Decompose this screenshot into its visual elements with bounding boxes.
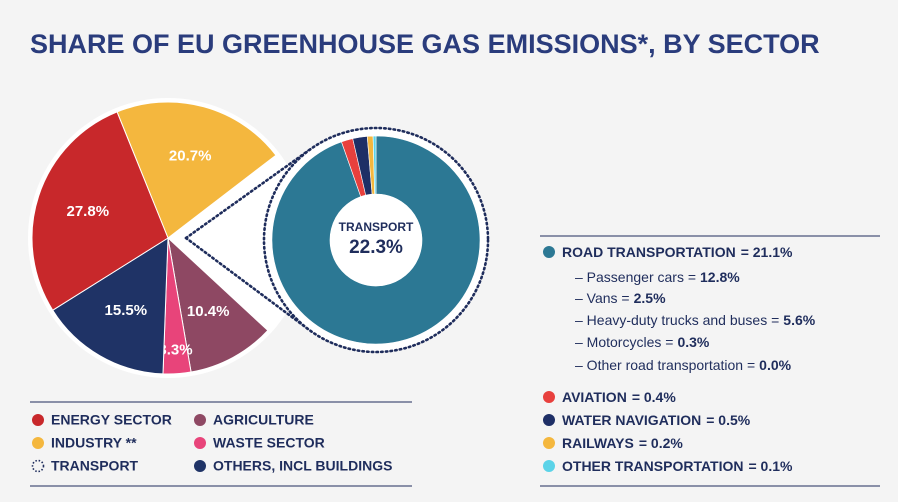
legend-label: AGRICULTURE: [213, 412, 314, 428]
pie-label: 27.8%: [67, 203, 110, 220]
legend-name: AVIATION: [562, 389, 627, 405]
breakdown-name: – Heavy-duty trucks and buses =: [575, 312, 779, 328]
legend-label: ENERGY SECTOR: [51, 412, 172, 428]
legend-label: OTHERS, INCL BUILDINGS: [213, 458, 392, 474]
breakdown-value: 5.6%: [783, 312, 815, 328]
legend-label: WATER NAVIGATION = 0.5%: [562, 412, 751, 428]
legend-name: OTHER TRANSPORTATION: [562, 458, 743, 474]
legend-label: WASTE SECTOR: [213, 435, 325, 451]
legend-label: AVIATION = 0.4%: [562, 389, 676, 405]
legend-name: ROAD TRANSPORTATION: [562, 244, 736, 260]
legend-value: = 0.2%: [639, 435, 684, 451]
connector: [184, 236, 311, 332]
legend-marker: [543, 246, 555, 258]
legend-marker: [543, 460, 555, 472]
pie-slice: [168, 155, 305, 331]
breakdown-item: – Passenger cars = 12.8%: [575, 269, 740, 285]
legend-marker: [32, 414, 44, 426]
legend-marker: [543, 414, 555, 426]
pie-slice: [167, 236, 269, 373]
center-label: TRANSPORT: [339, 220, 414, 234]
legend-value: = 21.1%: [741, 244, 793, 260]
connector: [184, 147, 313, 240]
breakdown-value: 2.5%: [634, 290, 666, 306]
pie-slice: [31, 111, 169, 311]
legend-value: = 0.4%: [632, 389, 677, 405]
breakdown-value: 0.3%: [677, 334, 709, 350]
pie-label: 20.7%: [169, 148, 212, 165]
legend-label: ROAD TRANSPORTATION = 21.1%: [562, 244, 793, 260]
breakdown-name: – Motorcycles =: [575, 334, 673, 350]
breakdown-name: – Vans =: [575, 290, 630, 306]
pie-slice: [116, 101, 277, 239]
breakdown-item: – Vans = 2.5%: [575, 290, 666, 306]
legend-value: = 0.1%: [748, 458, 793, 474]
breakdown-item: – Other road transportation = 0.0%: [575, 357, 792, 373]
legend-name: RAILWAYS: [562, 435, 634, 451]
breakdown-item: – Motorcycles = 0.3%: [575, 334, 710, 350]
legend-label: OTHER TRANSPORTATION = 0.1%: [562, 458, 793, 474]
pie-label: 15.5%: [105, 302, 148, 319]
legend-marker: [194, 414, 206, 426]
breakdown-value: 12.8%: [700, 269, 740, 285]
legend-value: = 0.5%: [706, 412, 751, 428]
breakdown-item: – Heavy-duty trucks and buses = 5.6%: [575, 312, 816, 328]
legend-marker: [32, 437, 44, 449]
pie-label: 3.3%: [158, 342, 192, 359]
breakdown-value: 0.0%: [759, 357, 791, 373]
breakdown-name: – Other road transportation =: [575, 357, 755, 373]
pie-label: 10.4%: [187, 303, 230, 320]
legend-label: TRANSPORT: [51, 458, 139, 474]
legend-marker: [194, 460, 206, 472]
legend-marker: [31, 459, 45, 473]
legend-marker: [543, 437, 555, 449]
legend-marker: [543, 391, 555, 403]
legend-name: WATER NAVIGATION: [562, 412, 701, 428]
legend-label: INDUSTRY **: [51, 435, 137, 451]
donut-hole: [330, 194, 422, 286]
legend-label: RAILWAYS = 0.2%: [562, 435, 683, 451]
center-value: 22.3%: [349, 237, 403, 258]
breakdown-name: – Passenger cars =: [575, 269, 696, 285]
pie-slice: [52, 237, 169, 375]
legend-marker: [194, 437, 206, 449]
chart-title: SHARE OF EU GREENHOUSE GAS EMISSIONS*, B…: [30, 29, 820, 59]
